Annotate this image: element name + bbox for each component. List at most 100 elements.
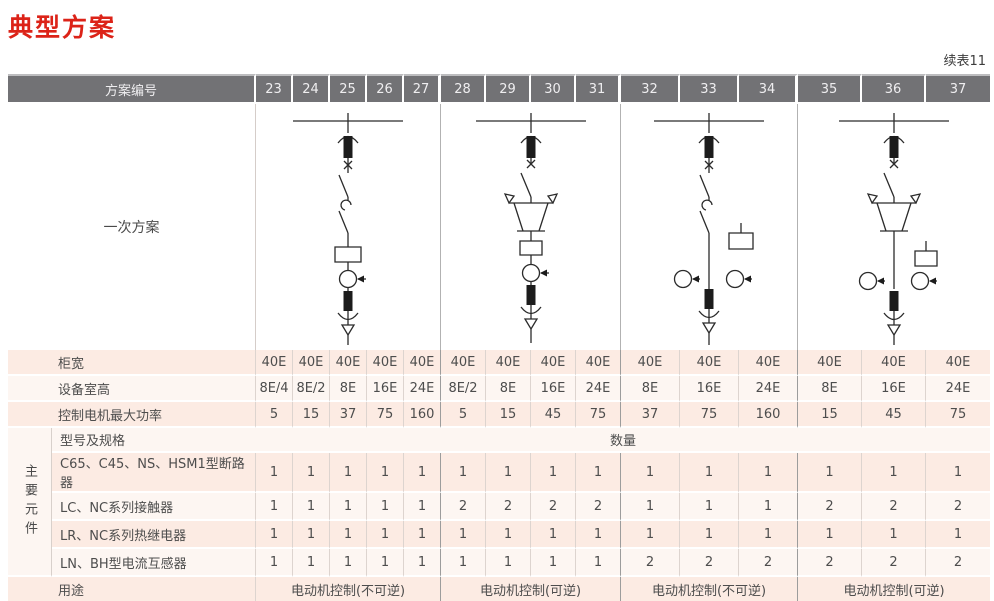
header-scheme-number-label: 方案编号	[8, 74, 257, 104]
cell: 75	[680, 402, 740, 428]
cell: 1	[621, 521, 681, 549]
scheme-number-26: 26	[367, 74, 405, 104]
row-label: LN、BH型电流互感器	[52, 549, 257, 577]
cell: 1	[739, 521, 799, 549]
cell: 1	[404, 493, 442, 521]
cell: 16E	[862, 376, 927, 402]
scheme-number-32: 32	[621, 74, 681, 104]
scheme-number-24: 24	[293, 74, 331, 104]
cell: 1	[531, 453, 577, 493]
cell: 45	[862, 402, 927, 428]
cell: 5	[441, 402, 487, 428]
cell: 160	[739, 402, 799, 428]
cell: 40E	[404, 350, 442, 376]
cell: 37	[330, 402, 368, 428]
cell: 1	[441, 453, 487, 493]
cell: 1	[367, 521, 405, 549]
spec-quantity-row: 主要元件 型号及规格 数量	[8, 428, 991, 577]
cell: 16E	[367, 376, 405, 402]
cell: 2	[576, 493, 622, 521]
scheme-number-36: 36	[862, 74, 927, 104]
cell: 1	[926, 453, 991, 493]
cell: 37	[621, 402, 681, 428]
cell: 1	[293, 521, 331, 549]
cell: 160	[404, 402, 442, 428]
circuit-diagram-non-reversible	[256, 104, 442, 350]
cell: 1	[293, 549, 331, 577]
current-transformer-row: LN、BH型电流互感器 1 1 1 1 1 1 1 1 1 2 2 2 2 2 …	[8, 549, 991, 577]
cabinet-width-row: 柜宽 40E 40E 40E 40E 40E 40E 40E 40E 40E 4…	[8, 350, 991, 376]
components-group-label: 主要元件	[8, 428, 52, 577]
usage-group: 电动机控制(不可逆)	[621, 577, 799, 601]
scheme-number-33: 33	[680, 74, 740, 104]
table-continuation-note: 续表11	[943, 54, 986, 69]
one-line-diagram-icon	[451, 107, 611, 347]
cell: 1	[330, 521, 368, 549]
cell: 40E	[739, 350, 799, 376]
cell: 2	[798, 493, 863, 521]
cell: 8E/4	[256, 376, 294, 402]
scheme-number-25: 25	[330, 74, 368, 104]
cell: 75	[576, 402, 622, 428]
cell: 40E	[798, 350, 863, 376]
cell: 1	[367, 493, 405, 521]
cell: 40E	[256, 350, 294, 376]
row-label: 用途	[8, 577, 257, 601]
cell: 1	[330, 549, 368, 577]
cell: 1	[441, 549, 487, 577]
cell: 1	[926, 521, 991, 549]
row-label: 控制电机最大功率	[8, 402, 257, 428]
cell: 1	[680, 521, 740, 549]
cell: 1	[862, 521, 927, 549]
cell: 24E	[404, 376, 442, 402]
cell: 1	[367, 453, 405, 493]
cell: 1	[441, 521, 487, 549]
cell: 2	[441, 493, 487, 521]
cell: 24E	[576, 376, 622, 402]
row-label: 柜宽	[8, 350, 257, 376]
row-label: C65、C45、NS、HSM1型断路器	[52, 453, 257, 493]
scheme-number-28: 28	[441, 74, 487, 104]
page-title: 典型方案	[8, 13, 117, 42]
cell: 40E	[486, 350, 532, 376]
cell: 15	[293, 402, 331, 428]
cell: 1	[256, 453, 294, 493]
circuit-diagram-reversible-two-ct	[798, 104, 991, 350]
cell: 40E	[621, 350, 681, 376]
cell: 40E	[680, 350, 740, 376]
scheme-number-34: 34	[739, 74, 799, 104]
cell: 2	[926, 549, 991, 577]
scheme-number-29: 29	[486, 74, 532, 104]
cell: 2	[926, 493, 991, 521]
cell: 24E	[926, 376, 991, 402]
one-line-diagram-icon	[814, 107, 974, 347]
cell: 1	[621, 493, 681, 521]
usage-group: 电动机控制(可逆)	[441, 577, 622, 601]
cell: 75	[367, 402, 405, 428]
scheme-number-30: 30	[531, 74, 577, 104]
cell: 2	[739, 549, 799, 577]
thermal-relay-row: LR、NC系列热继电器 1 1 1 1 1 1 1 1 1 1 1 1 1 1 …	[8, 521, 991, 549]
cell: 1	[798, 453, 863, 493]
scheme-number-35: 35	[798, 74, 863, 104]
cell: 1	[862, 453, 927, 493]
cell: 1	[330, 493, 368, 521]
cell: 2	[531, 493, 577, 521]
usage-group: 电动机控制(可逆)	[798, 577, 991, 601]
cell: 2	[486, 493, 532, 521]
contactor-row: LC、NC系列接触器 1 1 1 1 1 2 2 2 2 1 1 1 2 2 2	[8, 493, 991, 521]
cell: 1	[798, 521, 863, 549]
cell: 8E/2	[293, 376, 331, 402]
cell: 1	[367, 549, 405, 577]
circuit-diagram-non-reversible-two-ct	[621, 104, 799, 350]
cell: 40E	[367, 350, 405, 376]
cell: 1	[330, 453, 368, 493]
cell: 1	[293, 453, 331, 493]
cell: 1	[486, 521, 532, 549]
room-height-row: 设备室高 8E/4 8E/2 8E 16E 24E 8E/2 8E 16E 24…	[8, 376, 991, 402]
scheme-number-27: 27	[404, 74, 442, 104]
cell: 8E	[486, 376, 532, 402]
circuit-diagram-reversible	[441, 104, 622, 350]
cell: 40E	[926, 350, 991, 376]
cell: 1	[404, 453, 442, 493]
